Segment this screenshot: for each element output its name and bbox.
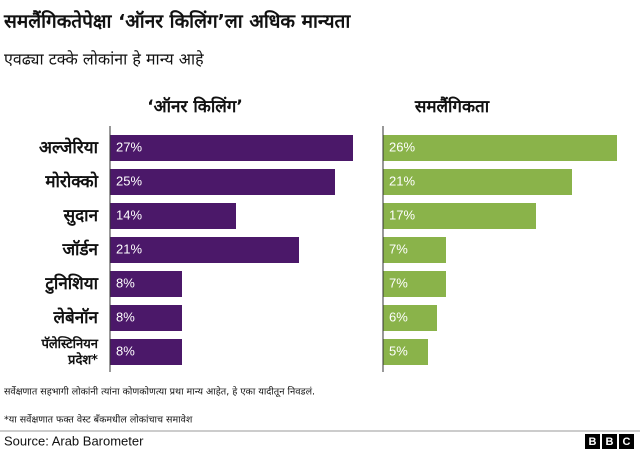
- bar: [110, 339, 182, 365]
- bar: [383, 135, 617, 161]
- logo-box: [602, 434, 617, 449]
- logo-box: [585, 434, 600, 449]
- bar: [383, 169, 572, 195]
- bar: [110, 169, 335, 195]
- note: सर्वेक्षणात सहभागी लोकांनी त्यांना कोणको…: [4, 386, 315, 398]
- logo-letter: B: [606, 436, 614, 448]
- chart-subtitle: एवढ्या टक्के लोकांना हे मान्य आहे: [4, 50, 204, 69]
- category-label: सुदान: [63, 206, 99, 226]
- value-label: 17%: [389, 207, 415, 222]
- note: *या सर्वेक्षणात फक्त वेस्ट बँकमधील लोकां…: [4, 414, 193, 426]
- bar: [110, 135, 353, 161]
- category-label: पॅलेस्टिनियन प्रदेश*: [40, 336, 98, 368]
- category-label-line: प्रदेश*: [67, 352, 98, 368]
- value-label: 5%: [389, 343, 408, 358]
- value-label: 6%: [389, 309, 408, 324]
- panel-title: ‘ऑनर किलिंग’: [147, 96, 243, 117]
- value-label: 21%: [389, 173, 415, 188]
- value-label: 26%: [389, 139, 415, 154]
- source: Source: Arab Barometer: [4, 433, 144, 448]
- logo: B B C: [585, 434, 634, 449]
- bar: [383, 305, 437, 331]
- value-label: 14%: [116, 207, 142, 222]
- bar: [383, 203, 536, 229]
- bar: [110, 237, 299, 263]
- logo-box: [619, 434, 634, 449]
- value-label: 7%: [389, 241, 408, 256]
- bar: [110, 271, 182, 297]
- bar: [383, 237, 446, 263]
- category-label: अल्जेरिया: [39, 137, 99, 158]
- logo-letter: B: [589, 436, 597, 448]
- panel-title: समलैंगिकता: [414, 96, 490, 117]
- category-label: मोरोक्को: [44, 171, 98, 192]
- category-label: जॉर्डन: [61, 239, 98, 260]
- value-label: 8%: [116, 343, 135, 358]
- bar: [383, 271, 446, 297]
- value-label: 27%: [116, 139, 142, 154]
- logo-letter: C: [623, 436, 631, 448]
- bar: [110, 305, 182, 331]
- value-label: 8%: [116, 275, 135, 290]
- category-label-line: पॅलेस्टिनियन: [40, 336, 98, 352]
- value-label: 8%: [116, 309, 135, 324]
- value-label: 25%: [116, 173, 142, 188]
- value-label: 7%: [389, 275, 408, 290]
- bar: [383, 339, 428, 365]
- value-label: 21%: [116, 241, 142, 256]
- chart-title: समलैंगिकतेपेक्षा ‘ऑनर किलिंग’ला अधिक मान…: [3, 10, 351, 33]
- category-label: लेबेनॉन: [52, 307, 98, 328]
- category-label: टुनिशिया: [44, 273, 98, 294]
- bar: [110, 203, 236, 229]
